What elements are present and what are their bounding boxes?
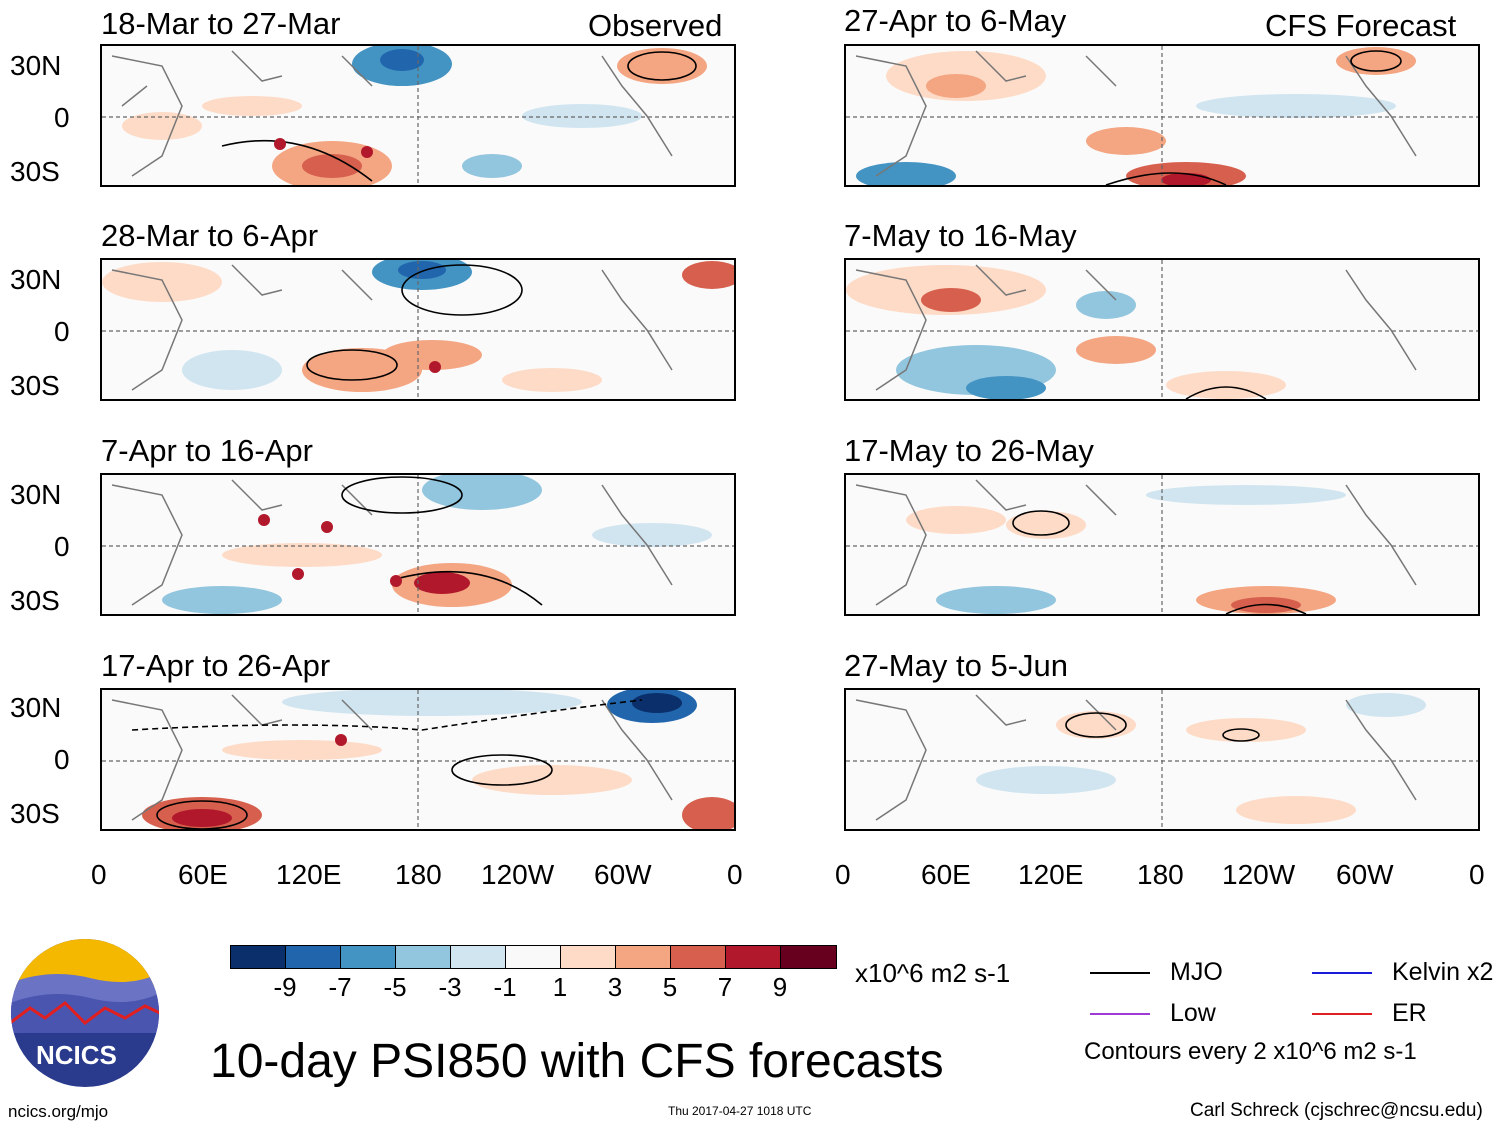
- observed-label: Observed: [588, 8, 723, 43]
- ncics-logo: [11, 939, 159, 1087]
- panel-title-left-3: 7-Apr to 16-Apr: [101, 433, 313, 468]
- colorbar-swatch: [341, 946, 396, 968]
- panel-title-left-2: 28-Mar to 6-Apr: [101, 218, 319, 253]
- colorbar-swatch: [451, 946, 506, 968]
- footer-author: Carl Schreck (cjschrec@ncsu.edu): [1190, 1100, 1483, 1121]
- legend-note: Contours every 2 x10^6 m2 s-1: [1084, 1038, 1417, 1065]
- lat-tick-eq-2: 0: [54, 316, 70, 347]
- panel-title-right-2: 7-May to 16-May: [844, 218, 1077, 253]
- main-title: 10-day PSI850 with CFS forecasts: [210, 1035, 944, 1088]
- map-field-5: [846, 46, 1478, 185]
- map-panel-forecast-2: [844, 258, 1480, 401]
- colorbar-swatch: [726, 946, 781, 968]
- lat-tick-30s-2: 30S: [10, 370, 60, 401]
- legend-line-mjo: [1090, 972, 1150, 974]
- panel-title-right-4: 27-May to 5-Jun: [844, 648, 1068, 683]
- colorbar-label: -7: [328, 972, 352, 1002]
- colorbar: [230, 945, 837, 969]
- legend-label-low: Low: [1170, 999, 1216, 1027]
- lat-tick-30s-3: 30S: [10, 585, 60, 616]
- colorbar-label: 3: [607, 972, 623, 1002]
- map-field-7: [846, 475, 1478, 614]
- cfs-forecast-label: CFS Forecast: [1265, 8, 1457, 43]
- lon-tick-right-120w: 120W: [1222, 859, 1296, 890]
- colorbar-swatch: [561, 946, 616, 968]
- map-panel-observed-2: [100, 258, 736, 401]
- map-field-3: [102, 475, 734, 614]
- lat-tick-eq-1: 0: [54, 102, 70, 133]
- legend-label-er: ER: [1392, 999, 1427, 1027]
- lon-tick-left-0b: 0: [727, 859, 743, 890]
- lat-tick-30s-4: 30S: [10, 798, 60, 829]
- lon-tick-right-120e: 120E: [1018, 859, 1084, 890]
- lat-tick-30n-4: 30N: [10, 692, 62, 723]
- colorbar-swatch: [231, 946, 286, 968]
- legend-line-er: [1312, 1013, 1372, 1015]
- map-field-6: [846, 260, 1478, 399]
- lat-tick-30n-1: 30N: [10, 50, 62, 81]
- map-panel-forecast-1: [844, 44, 1480, 187]
- map-panel-observed-3: [100, 473, 736, 616]
- lon-tick-left-120w: 120W: [481, 859, 555, 890]
- map-field-2: [102, 260, 734, 399]
- lat-tick-30s-1: 30S: [10, 156, 60, 187]
- panel-title-left-1: 18-Mar to 27-Mar: [101, 6, 341, 41]
- colorbar-swatch: [671, 946, 726, 968]
- map-panel-observed-1: [100, 44, 736, 187]
- colorbar-swatch: [616, 946, 671, 968]
- colorbar-swatch: [396, 946, 451, 968]
- map-field-1: [102, 46, 734, 185]
- colorbar-label: -3: [438, 972, 462, 1002]
- lat-tick-eq-3: 0: [54, 531, 70, 562]
- colorbar-units: x10^6 m2 s-1: [855, 958, 1011, 988]
- logo-text: NCICS: [36, 1040, 117, 1070]
- panel-title-right-3: 17-May to 26-May: [844, 433, 1094, 468]
- lon-tick-right-0: 0: [835, 859, 851, 890]
- lon-tick-right-0b: 0: [1469, 859, 1485, 890]
- legend-line-low: [1090, 1013, 1150, 1015]
- colorbar-swatch: [286, 946, 341, 968]
- lon-tick-left-60w: 60W: [594, 859, 652, 890]
- lon-tick-left-180: 180: [395, 859, 442, 890]
- lon-tick-right-60e: 60E: [921, 859, 971, 890]
- legend-label-mjo: MJO: [1170, 958, 1223, 986]
- map-field-8: [846, 690, 1478, 829]
- colorbar-label: -1: [493, 972, 517, 1002]
- lon-tick-right-60w: 60W: [1336, 859, 1394, 890]
- legend-line-kelvin: [1312, 972, 1372, 974]
- colorbar-label: 9: [772, 972, 788, 1002]
- lat-tick-30n-3: 30N: [10, 479, 62, 510]
- colorbar-swatch: [506, 946, 561, 968]
- colorbar-label: 7: [717, 972, 733, 1002]
- panel-title-left-4: 17-Apr to 26-Apr: [101, 648, 331, 683]
- lon-tick-left-120e: 120E: [276, 859, 342, 890]
- panel-title-right-1: 27-Apr to 6-May: [844, 3, 1067, 38]
- lon-tick-right-180: 180: [1137, 859, 1184, 890]
- map-field-4: [102, 690, 734, 829]
- lon-tick-left-60e: 60E: [178, 859, 228, 890]
- lon-tick-left-0: 0: [91, 859, 107, 890]
- lat-tick-eq-4: 0: [54, 744, 70, 775]
- colorbar-label: 1: [552, 972, 568, 1002]
- footer-timestamp: Thu 2017-04-27 1018 UTC: [668, 1104, 812, 1118]
- colorbar-label: 5: [662, 972, 678, 1002]
- colorbar-label: -9: [273, 972, 297, 1002]
- map-panel-forecast-4: [844, 688, 1480, 831]
- lat-tick-30n-2: 30N: [10, 264, 62, 295]
- map-panel-observed-4: [100, 688, 736, 831]
- footer-url: ncics.org/mjo: [8, 1102, 109, 1121]
- colorbar-swatch: [781, 946, 836, 968]
- legend-label-kelvin: Kelvin x2: [1392, 958, 1494, 986]
- map-panel-forecast-3: [844, 473, 1480, 616]
- colorbar-label: -5: [383, 972, 407, 1002]
